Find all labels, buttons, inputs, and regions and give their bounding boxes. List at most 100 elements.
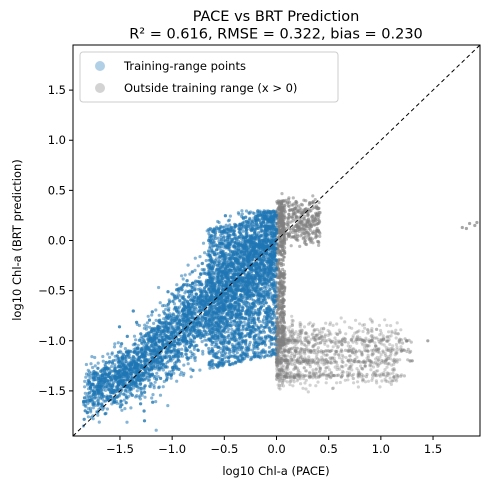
- outside-range-point: [389, 324, 393, 328]
- outside-range-point: [290, 358, 294, 362]
- outside-range-point: [314, 211, 318, 215]
- outside-range-point: [360, 353, 364, 357]
- training-range-point: [122, 398, 126, 402]
- outside-range-point: [286, 336, 290, 340]
- training-range-point: [153, 380, 157, 384]
- outside-range-point: [388, 372, 392, 376]
- outside-range-point: [376, 337, 380, 342]
- training-range-point: [172, 294, 176, 298]
- outside-range-point: [314, 338, 318, 342]
- outside-range-point: [300, 330, 304, 335]
- outside-range-point: [292, 376, 296, 380]
- outside-range-point: [280, 357, 284, 361]
- outside-range-point: [275, 364, 279, 368]
- outside-range-point: [315, 333, 319, 337]
- training-range-point: [193, 268, 197, 272]
- outside-range-point: [303, 332, 307, 336]
- outside-range-point: [395, 321, 399, 325]
- training-range-point: [166, 404, 170, 408]
- outside-range-point: [336, 332, 340, 336]
- training-range-point: [110, 351, 114, 355]
- outside-range-point: [325, 353, 329, 357]
- outside-range-point: [298, 333, 302, 337]
- outside-range-point: [298, 329, 302, 333]
- outside-range-point: [409, 349, 413, 353]
- outside-range-point: [276, 373, 281, 377]
- outside-range-point: [363, 380, 368, 384]
- outside-range-point: [379, 331, 383, 335]
- outside-range-point: [387, 354, 391, 359]
- outside-range-point: [378, 385, 382, 389]
- outside-range-point: [285, 338, 290, 342]
- outside-range-point: [343, 337, 347, 341]
- outside-range-point: [343, 340, 347, 344]
- outside-range-point: [324, 349, 328, 353]
- outside-range-point: [361, 323, 365, 327]
- outside-range-point: [315, 327, 319, 332]
- outside-range-point: [311, 345, 315, 349]
- outside-range-point: [275, 369, 279, 373]
- outside-range-point: [311, 345, 315, 349]
- outside-range-point: [320, 338, 324, 342]
- training-range-point: [154, 400, 158, 404]
- outside-range-point: [381, 349, 385, 353]
- outside-range-point: [282, 370, 286, 375]
- outside-range-point: [375, 381, 379, 385]
- outside-range-point: [298, 321, 302, 325]
- outside-range-point: [290, 323, 294, 328]
- outside-range-point: [279, 262, 283, 266]
- outside-range-point: [288, 227, 292, 231]
- outside-range-point: [324, 373, 328, 377]
- chart-title-line2: R² = 0.616, RMSE = 0.322, bias = 0.230: [129, 27, 423, 43]
- outside-range-point: [390, 331, 394, 335]
- outside-range-point: [321, 373, 325, 377]
- outside-range-point: [293, 366, 297, 370]
- outside-range-point: [306, 374, 310, 378]
- outside-range-point: [308, 370, 312, 374]
- outside-range-point: [279, 310, 283, 314]
- outside-range-point: [314, 230, 318, 234]
- outside-range-point: [284, 333, 288, 337]
- outside-range-point: [355, 336, 359, 340]
- outside-range-point: [394, 332, 398, 336]
- outside-range-point: [368, 364, 372, 368]
- outside-range-point: [286, 354, 290, 358]
- outside-range-point: [291, 319, 295, 323]
- outside-range-point: [329, 361, 333, 365]
- training-range-point: [152, 321, 156, 325]
- outside-range-point: [353, 357, 357, 361]
- outside-range-point: [283, 343, 287, 347]
- outside-range-point: [286, 348, 290, 352]
- outside-range-point: [275, 357, 279, 361]
- outside-range-point: [348, 360, 352, 364]
- outside-range-point: [387, 361, 391, 365]
- training-range-point: [93, 364, 97, 368]
- outside-range-point: [277, 339, 281, 343]
- outside-range-point: [315, 333, 319, 337]
- outside-range-point: [279, 375, 283, 379]
- outside-range-point: [350, 326, 354, 330]
- outside-range-point: [363, 364, 367, 368]
- outside-range-point: [284, 375, 289, 379]
- outside-range-point: [310, 360, 314, 364]
- outside-range-point: [276, 334, 280, 338]
- outside-range-point: [323, 342, 327, 346]
- outside-range-point: [307, 342, 311, 346]
- outside-range-point: [355, 330, 359, 334]
- outside-range-point: [385, 339, 389, 343]
- outside-range-point: [349, 365, 353, 369]
- outside-range-point: [326, 348, 330, 353]
- outside-range-point: [308, 362, 312, 366]
- outside-range-point: [280, 351, 284, 355]
- outside-range-point: [359, 375, 363, 379]
- outside-range-point: [291, 378, 295, 382]
- outside-range-point: [374, 372, 378, 376]
- outside-range-point: [296, 332, 300, 336]
- training-range-point: [152, 386, 156, 390]
- outside-range-point: [288, 360, 292, 364]
- outside-range-point: [276, 372, 280, 377]
- outside-range-point: [304, 224, 308, 228]
- outside-range-point: [286, 328, 291, 332]
- outside-range-point: [349, 344, 353, 348]
- outside-range-point: [387, 334, 391, 339]
